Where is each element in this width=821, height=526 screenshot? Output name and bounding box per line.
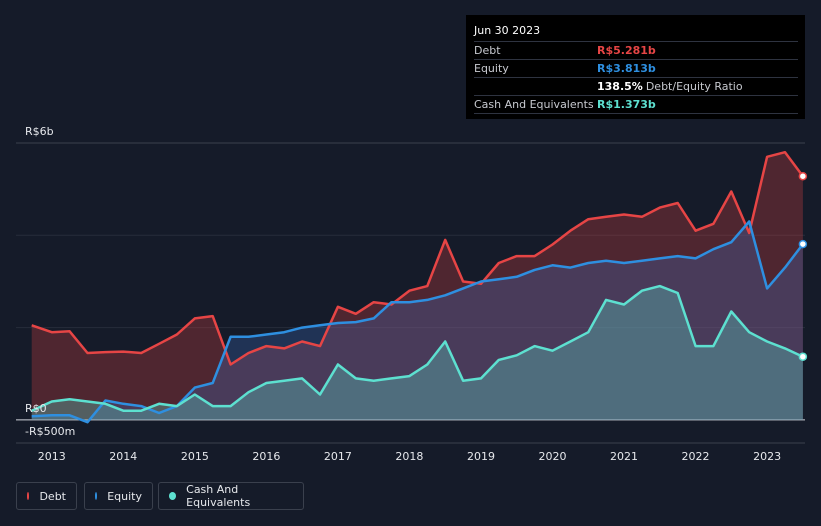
series-lines [31,150,804,424]
tooltip-label: Cash And Equivalents [474,98,594,111]
line-debt [31,150,804,366]
area-cash-and-equivalents [31,286,803,420]
tooltip-value: 138.5% [597,80,643,93]
x-tick-label: 2013 [38,450,66,463]
area-equity [31,221,803,423]
y-axis-bottom-label: -R$500m [25,425,76,438]
x-tick-label: 2020 [538,450,566,463]
tooltip-value: R$5.281b [597,44,656,57]
tooltip-row-equity: Equity R$3.813b [474,60,798,78]
y-axis-top-label: R$6b [25,125,54,138]
tooltip-value: R$1.373b [597,98,656,111]
x-axis-ticks: 2013 2014 2015 2016 2017 2018 2019 2020 2021 2022… [38,450,781,463]
legend-item-cash[interactable]: Cash And Equivalents [158,482,304,510]
end-marker-debt [798,171,808,181]
x-tick-label: 2014 [109,450,137,463]
legend-dot-icon [95,492,98,500]
x-tick-label: 2017 [324,450,352,463]
x-tick-label: 2015 [181,450,209,463]
tooltip-row-ratio: 138.5% Debt/Equity Ratio [474,78,798,96]
tooltip-date: Jun 30 2023 [474,21,798,42]
legend-item-equity[interactable]: Equity [84,482,153,510]
tooltip-label: Debt [474,44,501,57]
x-tick-label: 2019 [467,450,495,463]
tooltip-label: Equity [474,62,509,75]
series-areas [31,152,803,423]
legend-dot-icon [169,492,177,500]
end-marker-equity [798,239,808,249]
line-cash-and-equivalents [31,284,804,412]
series-end-markers [798,171,808,361]
x-tick-label: 2023 [753,450,781,463]
tooltip-row-cash: Cash And Equivalents R$1.373b [474,96,798,114]
y-axis-zero-label: R$0 [25,402,47,415]
tooltip-value: R$3.813b [597,62,656,75]
data-tooltip: Jun 30 2023 Debt R$5.281b Equity R$3.813… [466,15,805,119]
gridlines [16,142,805,444]
line-equity [31,220,804,424]
x-tick-label: 2018 [395,450,423,463]
legend-label: Cash And Equivalents [186,483,251,509]
legend-label: Debt [39,489,66,503]
end-marker-cash-and-equivalents [798,352,808,361]
legend-dot-icon [27,492,30,500]
x-tick-label: 2016 [252,450,280,463]
x-tick-label: 2021 [610,450,638,463]
x-tick-label: 2022 [682,450,710,463]
tooltip-row-debt: Debt R$5.281b [474,42,798,60]
tooltip-label [474,78,597,95]
tooltip-note: Debt/Equity Ratio [645,80,743,93]
legend-item-debt[interactable]: Debt [16,482,77,510]
legend-label: Equity [107,489,142,503]
